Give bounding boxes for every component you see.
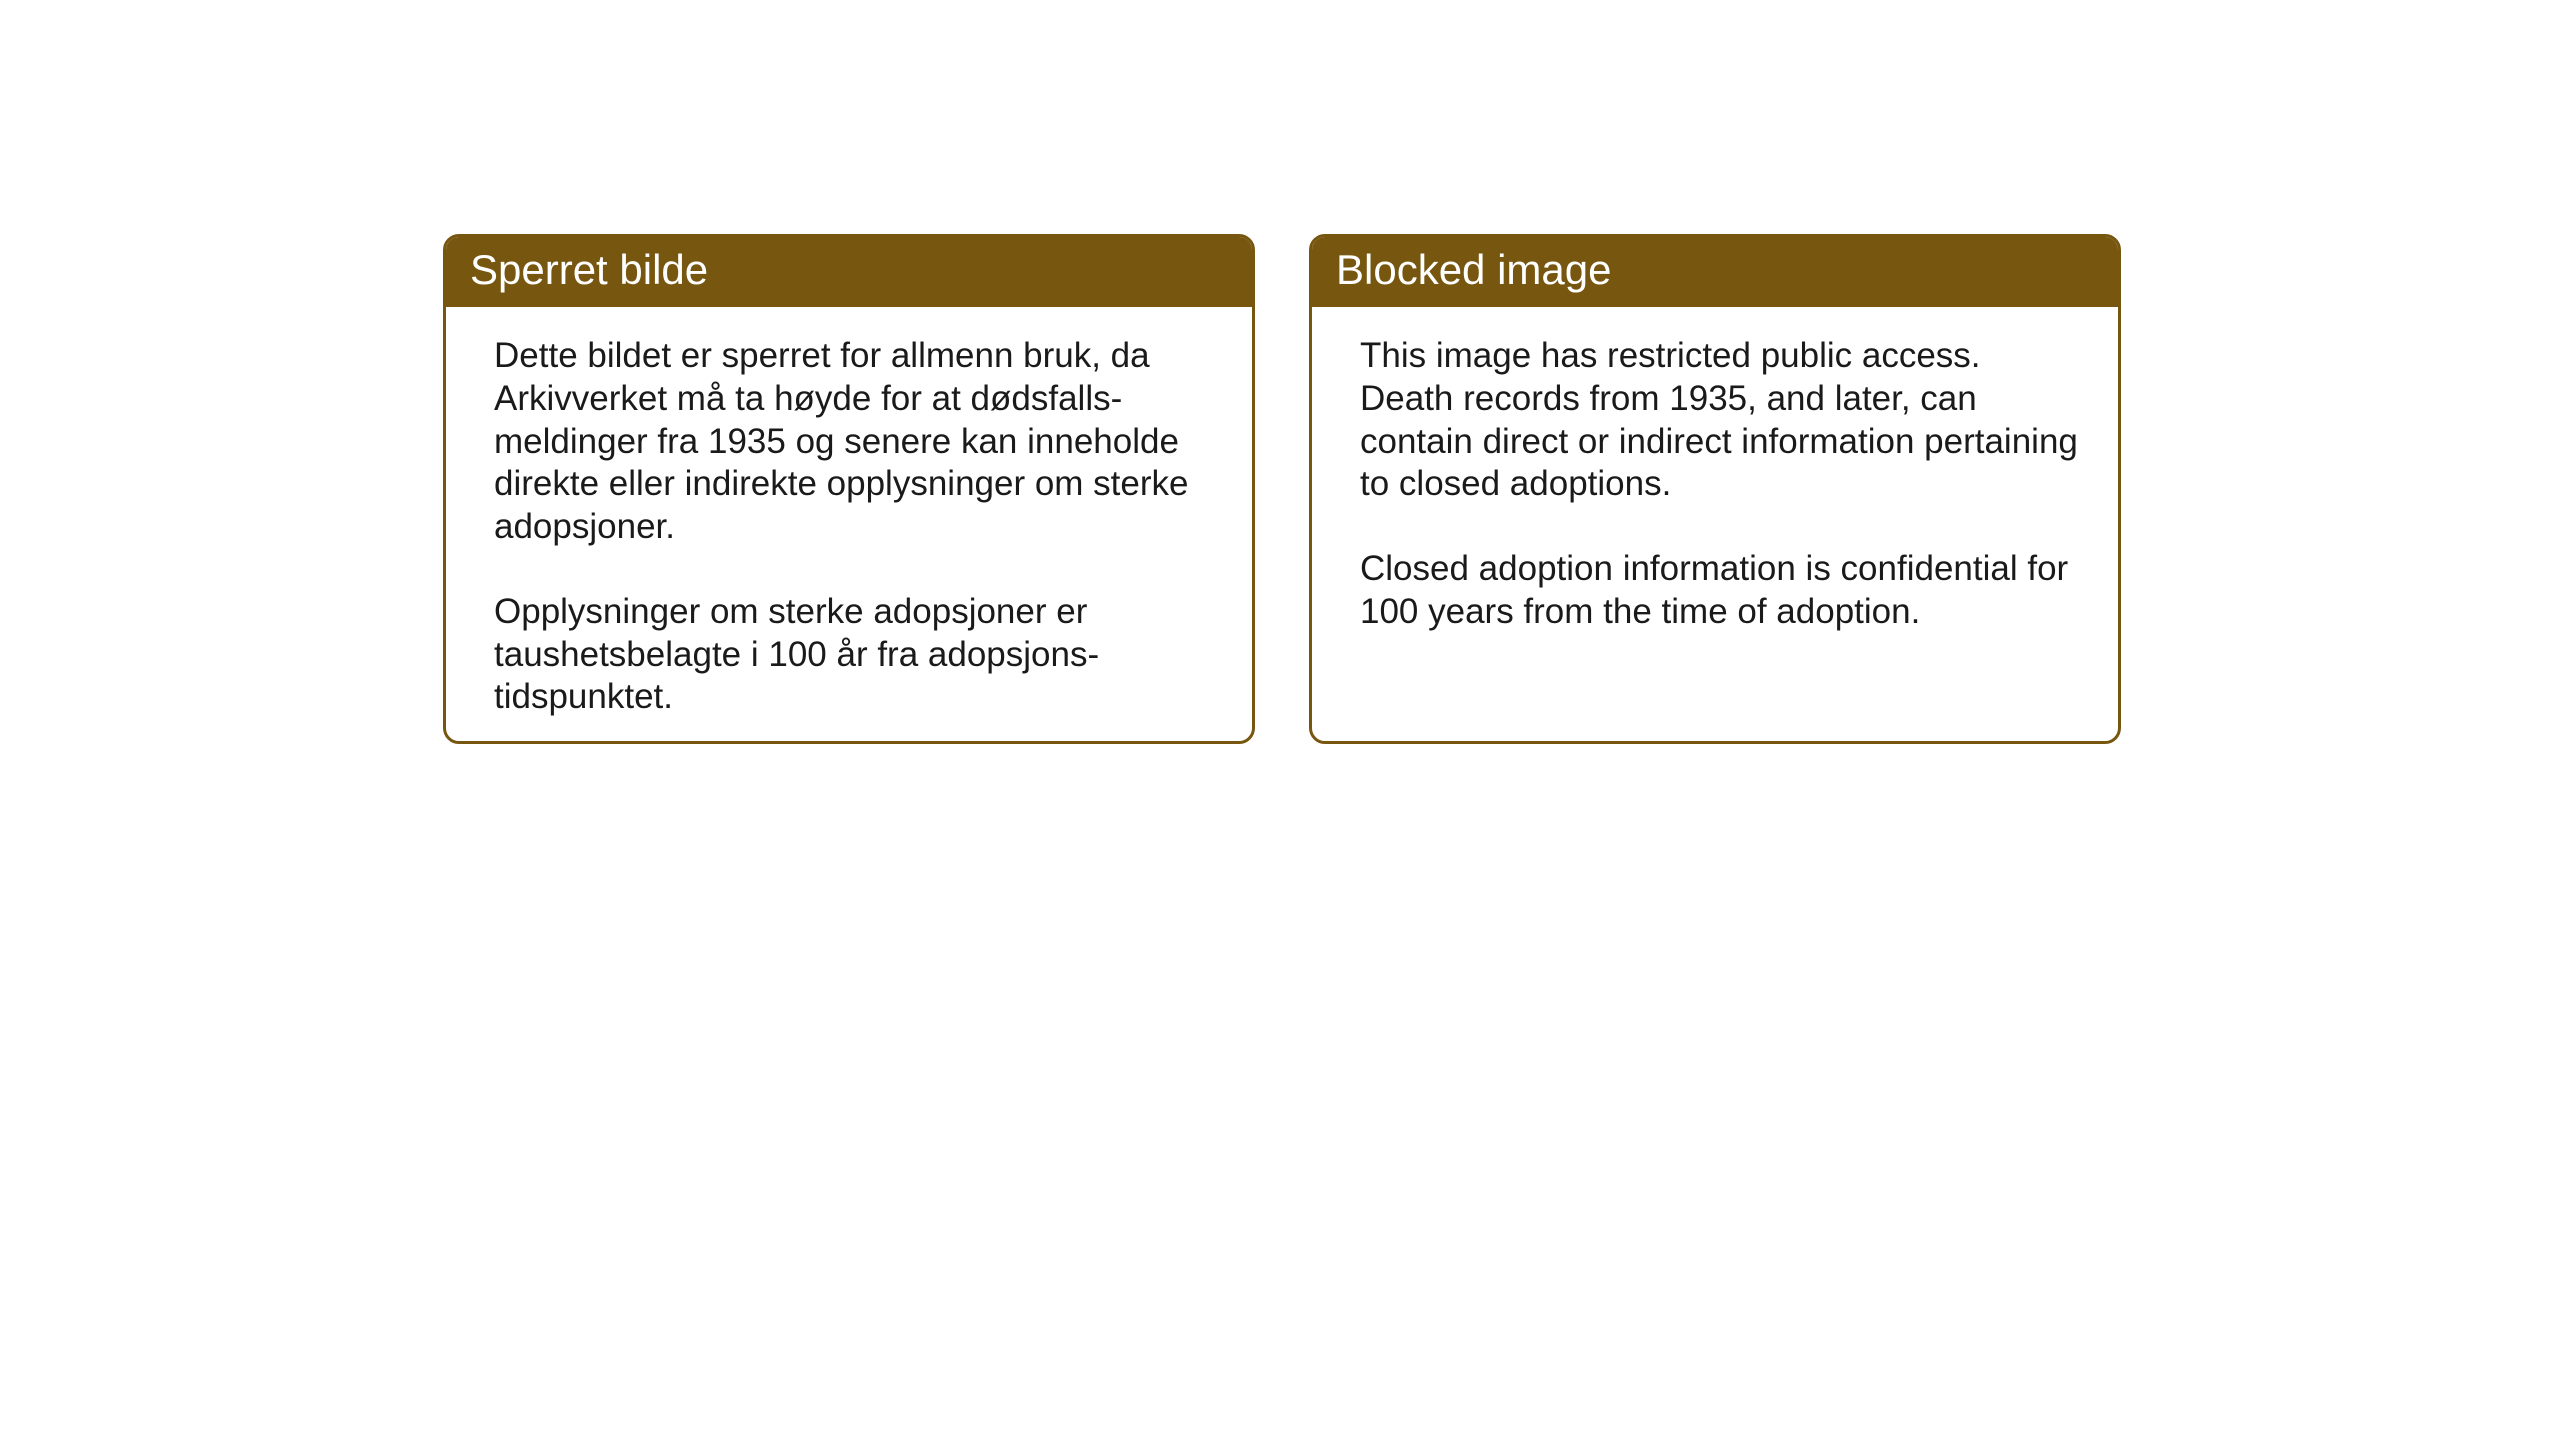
paragraph-english-2: Closed adoption information is confident… [1360,548,2078,633]
card-body-norwegian: Dette bildet er sperret for allmenn bruk… [446,307,1252,744]
card-body-english: This image has restricted public access.… [1312,307,2118,665]
notice-cards-container: Sperret bilde Dette bildet er sperret fo… [443,234,2121,744]
paragraph-norwegian-1: Dette bildet er sperret for allmenn bruk… [494,335,1212,548]
card-header-norwegian: Sperret bilde [446,237,1252,307]
paragraph-english-1: This image has restricted public access.… [1360,335,2078,506]
card-header-english: Blocked image [1312,237,2118,307]
notice-card-english: Blocked image This image has restricted … [1309,234,2121,744]
paragraph-norwegian-2: Opplysninger om sterke adopsjoner er tau… [494,591,1212,719]
notice-card-norwegian: Sperret bilde Dette bildet er sperret fo… [443,234,1255,744]
